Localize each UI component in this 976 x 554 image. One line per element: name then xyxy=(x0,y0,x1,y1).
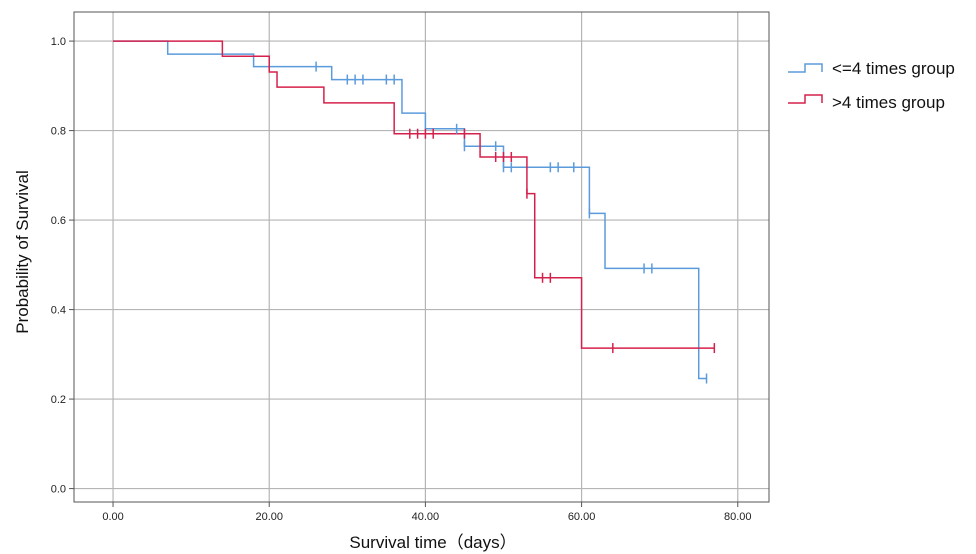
y-tick-label-3: 0.6 xyxy=(51,215,66,227)
legend-label-gt4: >4 times group xyxy=(832,93,945,112)
x-tick-label-0: 0.00 xyxy=(102,511,123,523)
legend-key-gt4 xyxy=(788,94,823,104)
y-axis-ticks: 0.0 0.2 0.4 0.6 0.8 1.0 xyxy=(51,36,74,496)
x-axis-title: Survival time（days） xyxy=(349,533,516,552)
x-tick-label-1: 20.00 xyxy=(255,511,283,523)
x-axis-ticks: 0.00 20.00 40.00 60.00 80.00 xyxy=(102,502,752,523)
legend-key-le4 xyxy=(788,63,823,73)
y-tick-label-5: 1.0 xyxy=(51,36,66,48)
y-tick-label-0: 0.0 xyxy=(51,484,66,496)
plot-frame xyxy=(73,11,770,503)
y-tick-label-1: 0.2 xyxy=(51,394,66,406)
series-line-1 xyxy=(113,40,715,349)
plot-background xyxy=(74,12,769,502)
series-line-0 xyxy=(113,40,707,380)
y-axis-title: Probability of Survival xyxy=(13,170,32,333)
legend-label-le4: <=4 times group xyxy=(832,59,955,78)
x-tick-label-4: 80.00 xyxy=(724,511,752,523)
x-tick-label-3: 60.00 xyxy=(568,511,596,523)
x-tick-label-2: 40.00 xyxy=(412,511,440,523)
series-lines xyxy=(113,40,715,380)
censor-marks xyxy=(315,61,716,384)
y-tick-label-2: 0.4 xyxy=(51,305,66,317)
legend: <=4 times group >4 times group xyxy=(788,59,955,112)
y-tick-label-4: 0.8 xyxy=(51,126,66,138)
